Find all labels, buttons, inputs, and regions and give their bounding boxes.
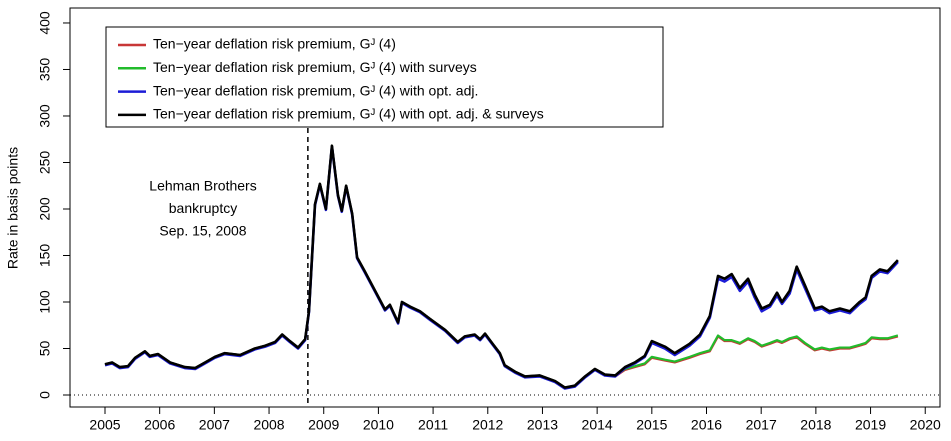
y-tick-label: 100 bbox=[37, 290, 53, 314]
legend-label: Ten−year deflation risk premium, Gᴶ (4) … bbox=[153, 82, 478, 98]
x-tick-label: 2008 bbox=[253, 417, 284, 433]
x-tick-label: 2016 bbox=[691, 417, 722, 433]
x-tick-label: 2010 bbox=[363, 417, 394, 433]
annotation-text: bankruptcy bbox=[169, 200, 237, 216]
x-tick-label: 2017 bbox=[746, 417, 777, 433]
y-axis-label: Rate in basis points bbox=[5, 147, 21, 269]
x-tick-label: 2007 bbox=[199, 417, 230, 433]
x-tick-label: 2006 bbox=[144, 417, 175, 433]
x-tick-label: 2009 bbox=[308, 417, 339, 433]
x-tick-label: 2015 bbox=[636, 417, 667, 433]
annotation-text: Lehman Brothers bbox=[149, 178, 256, 194]
y-tick-label: 0 bbox=[37, 391, 53, 399]
x-tick-label: 2020 bbox=[910, 417, 941, 433]
plot-frame bbox=[69, 7, 941, 408]
x-tick-label: 2019 bbox=[855, 417, 886, 433]
legend-label: Ten−year deflation risk premium, Gᴶ (4) … bbox=[153, 106, 544, 122]
y-tick-label: 400 bbox=[37, 11, 53, 35]
y-tick-label: 200 bbox=[37, 197, 53, 221]
x-tick-label: 2018 bbox=[800, 417, 831, 433]
y-tick-label: 300 bbox=[37, 104, 53, 128]
y-tick-label: 150 bbox=[37, 244, 53, 268]
legend-label: Ten−year deflation risk premium, Gᴶ (4) … bbox=[153, 59, 477, 75]
y-tick-label: 350 bbox=[37, 58, 53, 82]
legend-label: Ten−year deflation risk premium, Gᴶ (4) bbox=[153, 36, 396, 52]
x-tick-label: 2011 bbox=[418, 417, 448, 433]
legend-box bbox=[105, 26, 664, 128]
x-tick-label: 2013 bbox=[527, 417, 558, 433]
annotation-text: Sep. 15, 2008 bbox=[159, 223, 246, 239]
x-tick-label: 2012 bbox=[472, 417, 503, 433]
y-tick-label: 50 bbox=[37, 341, 53, 357]
y-tick-label: 250 bbox=[37, 151, 53, 175]
x-tick-label: 2005 bbox=[89, 417, 120, 433]
series-line bbox=[104, 144, 899, 389]
x-tick-label: 2014 bbox=[582, 417, 613, 433]
